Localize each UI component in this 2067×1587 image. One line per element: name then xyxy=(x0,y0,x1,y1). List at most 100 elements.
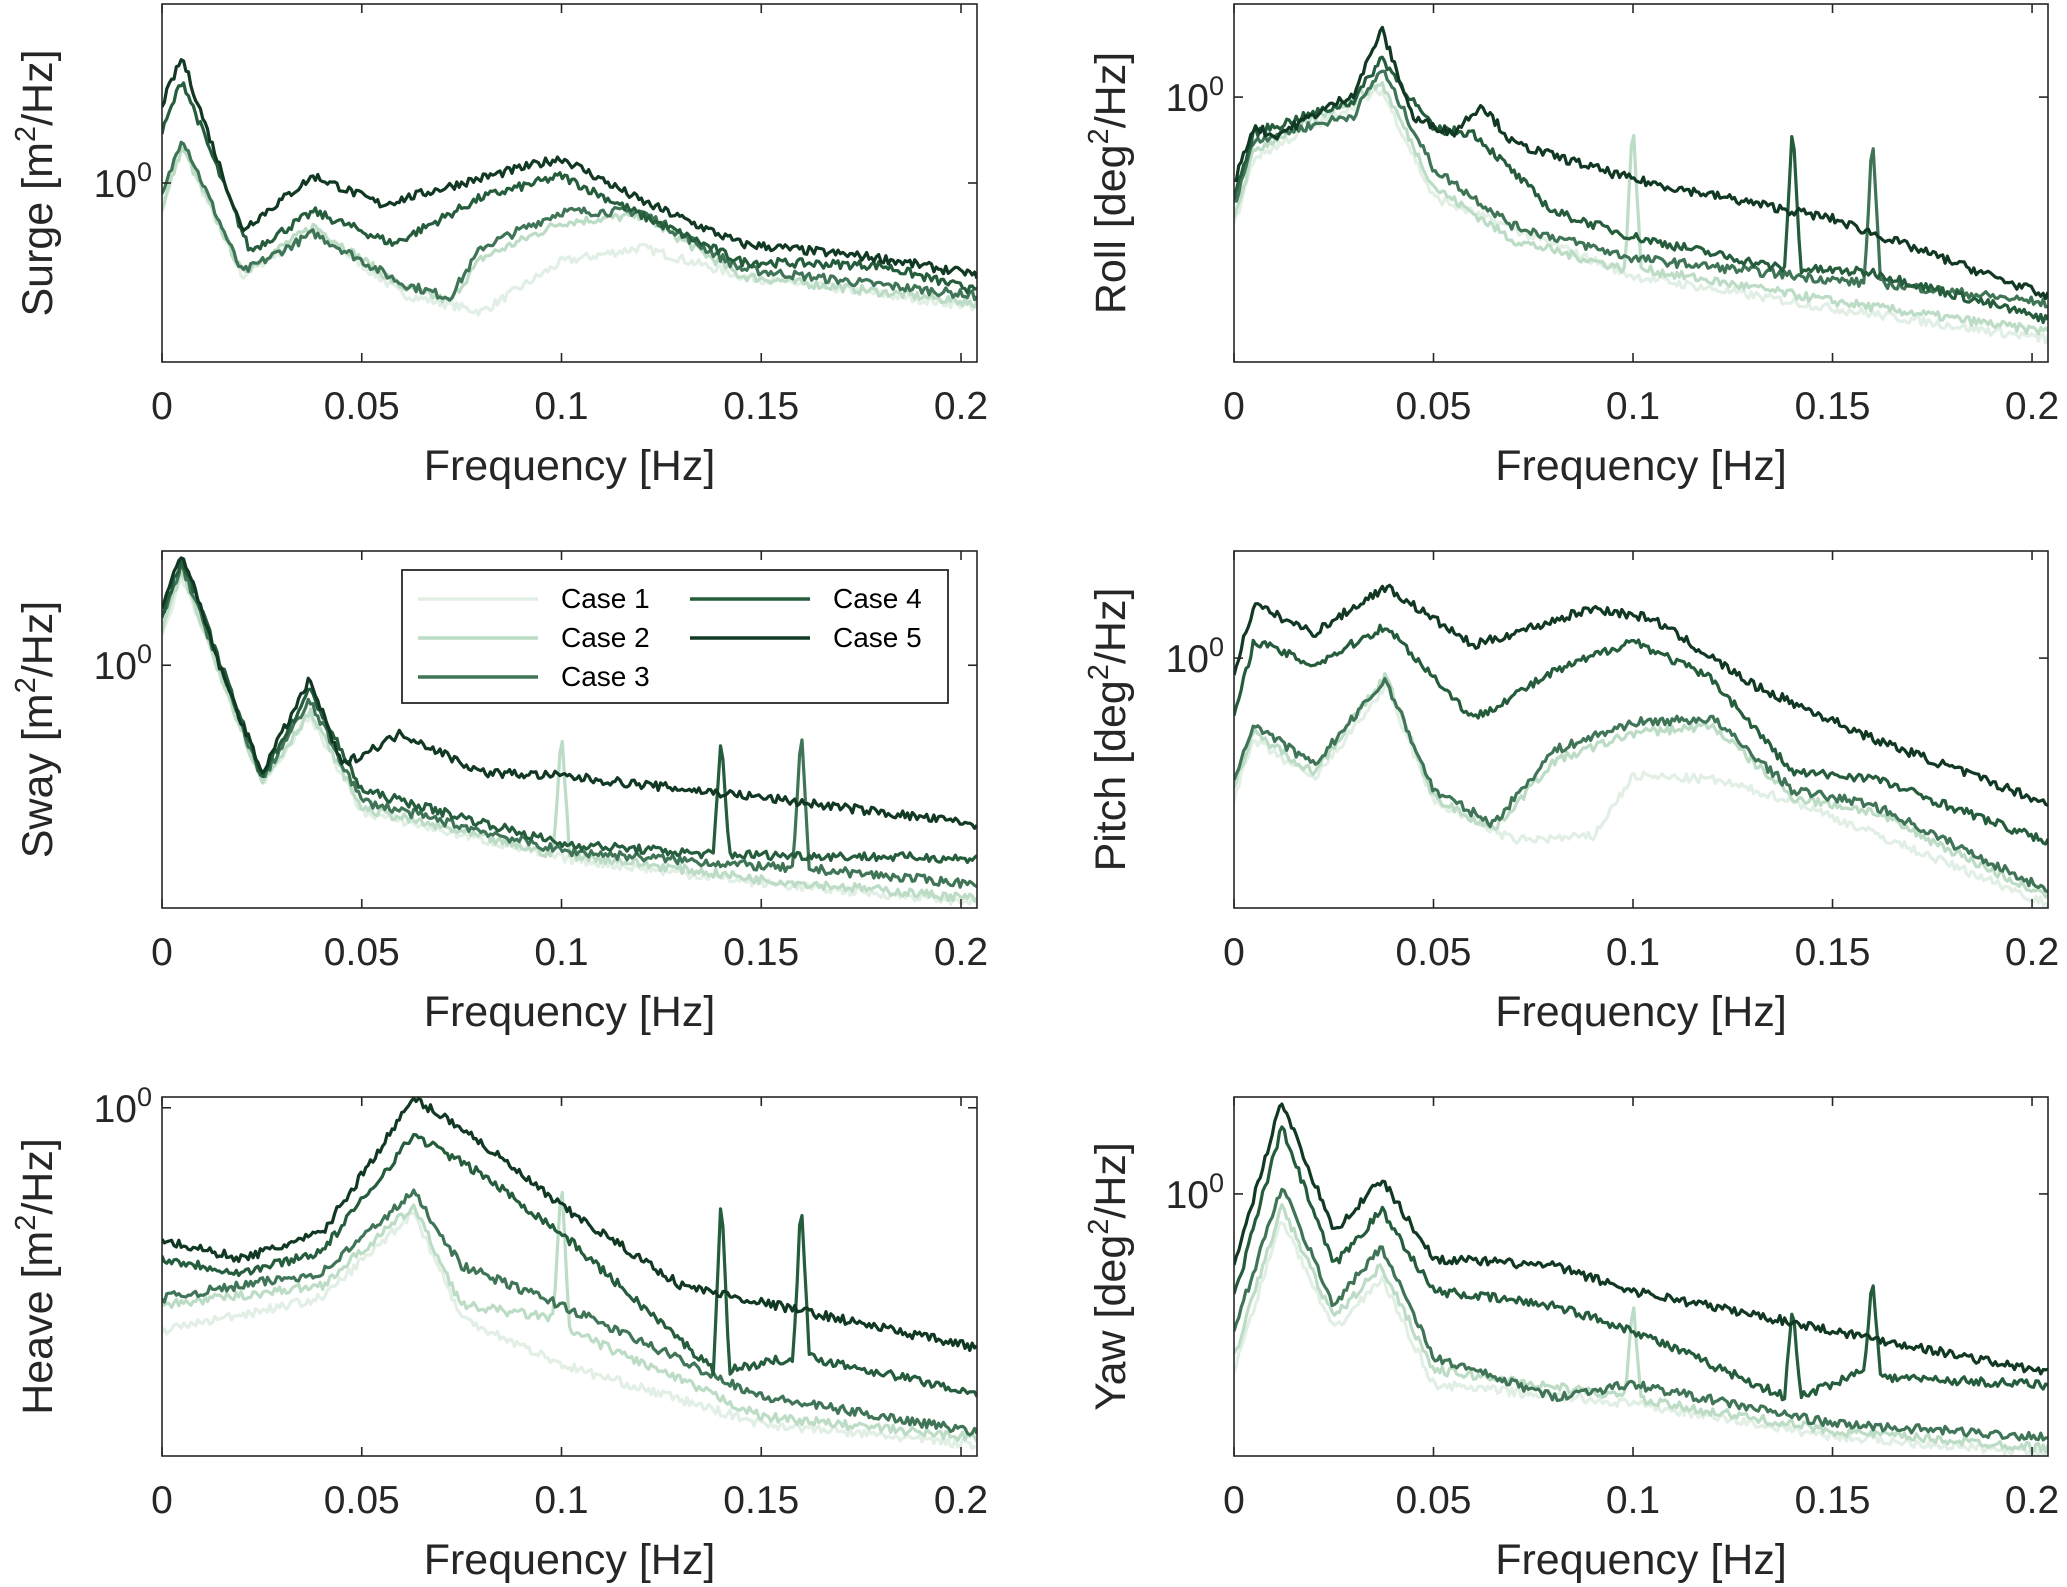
x-axis-label: Frequency [Hz] xyxy=(1495,988,1787,1036)
y-tick-label: 100 xyxy=(1166,1168,1224,1217)
axes-box xyxy=(1233,3,2049,363)
x-axis-label: Frequency [Hz] xyxy=(424,1536,716,1584)
series-line-case-1 xyxy=(1234,682,2048,908)
y-label-end: /Hz] xyxy=(14,49,62,125)
y-label-main: Heave [m xyxy=(14,1231,62,1415)
y-label-sup: 2 xyxy=(10,1215,42,1231)
y-label-main: Pitch [deg xyxy=(1087,680,1135,871)
legend-label: Case 1 xyxy=(561,583,650,614)
x-tick-label: 0.15 xyxy=(1795,931,1871,974)
series-line-case-4 xyxy=(162,557,977,865)
series-line-case-2 xyxy=(1234,81,2048,336)
x-axis-label: Frequency [Hz] xyxy=(1495,442,1787,490)
x-tick-label: 0.2 xyxy=(934,1479,988,1522)
series-line-case-1 xyxy=(1234,1220,2048,1456)
x-tick-label: 0.05 xyxy=(324,385,400,428)
y-tick-exponent: 0 xyxy=(137,1082,152,1112)
legend: Case 1 Case 2 Case 3 Case 4 Case 5 xyxy=(401,569,949,704)
series-line-case-2 xyxy=(1234,1203,2048,1454)
y-axis-label: Surge [m2/Hz] xyxy=(10,49,62,316)
y-tick-label: 100 xyxy=(94,157,152,206)
x-tick-label: 0.15 xyxy=(1795,385,1871,428)
x-tick-label: 0 xyxy=(151,931,173,974)
x-tick-label: 0.05 xyxy=(324,1479,400,1522)
series-line-case-5 xyxy=(162,58,977,280)
x-tick-label: 0 xyxy=(151,1479,173,1522)
x-tick-label: 0.05 xyxy=(1396,1479,1472,1522)
y-label-sup: 2 xyxy=(1083,1219,1115,1235)
y-label-end: /Hz] xyxy=(14,601,62,677)
x-tick-label: 0.1 xyxy=(1606,1479,1660,1522)
series-line-case-3 xyxy=(162,140,977,302)
series-line-case-5 xyxy=(162,556,977,830)
y-tick-base: 10 xyxy=(94,1088,137,1131)
y-tick-base: 10 xyxy=(94,645,137,688)
axes-box xyxy=(161,550,978,909)
series-line-case-3 xyxy=(1234,1187,2048,1442)
series-line-case-4 xyxy=(1234,1125,2048,1402)
y-label-end: /Hz] xyxy=(1087,1142,1135,1218)
x-tick-label: 0.2 xyxy=(2005,931,2059,974)
series-line-case-4 xyxy=(162,81,977,295)
y-tick-label: 100 xyxy=(1166,632,1224,681)
series-line-case-3 xyxy=(162,563,977,889)
y-axis-label: Roll [deg2/Hz] xyxy=(1083,52,1135,314)
x-tick-label: 0.15 xyxy=(1795,1479,1871,1522)
x-tick-label: 0 xyxy=(151,385,173,428)
y-axis-label: Sway [m2/Hz] xyxy=(10,601,62,858)
y-tick-exponent: 0 xyxy=(1209,71,1224,101)
y-label-main: Sway [m xyxy=(14,693,62,858)
x-tick-label: 0.15 xyxy=(723,385,799,428)
series-line-case-2 xyxy=(162,571,977,903)
series-line-case-2 xyxy=(1234,672,2048,899)
y-tick-label: 100 xyxy=(94,639,152,688)
y-label-sup: 2 xyxy=(1083,128,1115,144)
y-label-sup: 2 xyxy=(1083,664,1115,680)
y-tick-label: 100 xyxy=(94,1082,152,1131)
y-label-sup: 2 xyxy=(10,677,42,693)
y-label-main: Surge [m xyxy=(14,142,62,316)
y-label-main: Yaw [deg xyxy=(1087,1235,1135,1411)
x-tick-label: 0 xyxy=(1223,1479,1245,1522)
legend-label: Case 5 xyxy=(833,622,922,653)
y-tick-base: 10 xyxy=(94,163,137,206)
x-tick-label: 0.05 xyxy=(324,931,400,974)
y-tick-exponent: 0 xyxy=(137,157,152,187)
x-tick-label: 0.05 xyxy=(1396,385,1472,428)
y-tick-exponent: 0 xyxy=(137,639,152,669)
panel-roll: 0 0.05 0.1 0.15 0.2 100 Frequency [Hz] Roll [de… xyxy=(1083,3,2059,490)
y-tick-exponent: 0 xyxy=(1209,1168,1224,1198)
series-line-case-2 xyxy=(162,146,977,309)
legend-label: Case 3 xyxy=(561,661,650,692)
series-line-case-5 xyxy=(1234,25,2048,301)
x-axis-label: Frequency [Hz] xyxy=(424,988,716,1036)
y-tick-label: 100 xyxy=(1166,71,1224,120)
series-line-case-1 xyxy=(162,1211,977,1451)
series-line-case-1 xyxy=(1234,87,2048,345)
y-tick-base: 10 xyxy=(1166,1174,1209,1217)
x-tick-label: 0.15 xyxy=(723,931,799,974)
y-label-sup: 2 xyxy=(10,126,42,142)
y-label-end: /Hz] xyxy=(1087,588,1135,664)
series-line-case-2 xyxy=(162,1190,977,1443)
x-tick-label: 0.1 xyxy=(534,385,588,428)
y-axis-label: Heave [m2/Hz] xyxy=(10,1138,62,1415)
y-axis-label: Yaw [deg2/Hz] xyxy=(1083,1142,1135,1411)
y-tick-base: 10 xyxy=(1166,77,1209,120)
y-tick-base: 10 xyxy=(1166,638,1209,681)
x-tick-label: 0.1 xyxy=(534,931,588,974)
y-label-main: Roll [deg xyxy=(1087,144,1135,314)
x-tick-label: 0.1 xyxy=(534,1479,588,1522)
x-tick-label: 0.1 xyxy=(1606,385,1660,428)
series-line-case-4 xyxy=(1234,623,2048,846)
legend-label: Case 4 xyxy=(833,583,922,614)
series-line-case-4 xyxy=(1234,55,2048,325)
series-line-case-4 xyxy=(162,1132,977,1398)
x-tick-label: 0.2 xyxy=(934,385,988,428)
x-tick-label: 0.2 xyxy=(2005,385,2059,428)
series-line-case-5 xyxy=(1234,1102,2048,1376)
